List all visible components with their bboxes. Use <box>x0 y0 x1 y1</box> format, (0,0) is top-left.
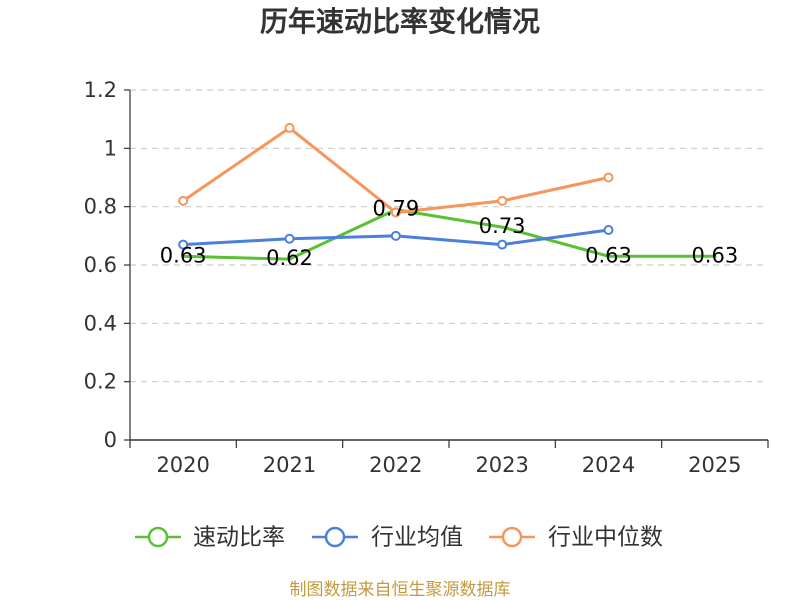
point-industry-mean-2023 <box>497 239 508 250</box>
point-industry-median-2024 <box>603 172 614 183</box>
legend-label: 速动比率 <box>193 525 285 551</box>
y-tick-label: 0.2 <box>84 370 117 394</box>
point-industry-median-2020 <box>178 195 189 206</box>
markers-layer <box>178 122 614 250</box>
x-tick-label-2020: 2020 <box>156 453 209 477</box>
y-tick-label: 1.2 <box>84 78 117 102</box>
legend-item-quick-ratio[interactable]: 速动比率 <box>135 525 285 551</box>
y-tick-label: 0.4 <box>84 311 117 335</box>
legend-circle-icon <box>324 526 346 548</box>
series-layer <box>181 126 717 261</box>
source-footer: 制图数据来自恒生聚源数据库 <box>290 580 511 600</box>
data-labels: 0.63 0.62 0.79 0.73 0.63 0.63 <box>160 197 738 271</box>
point-industry-mean-2024 <box>603 225 614 235</box>
data-label-quick-ratio-2025: 0.63 <box>691 243 738 267</box>
y-tick-label: 0.8 <box>84 195 117 219</box>
x-tick-label-2023: 2023 <box>475 453 528 477</box>
point-industry-median-2021 <box>284 122 295 133</box>
y-tick-label: 0.6 <box>84 253 117 277</box>
legend-item-industry-mean[interactable]: 行业均值 <box>312 525 463 551</box>
point-industry-mean-2022 <box>390 230 401 241</box>
point-industry-mean-2021 <box>284 233 295 244</box>
x-tick-label-2021: 2021 <box>263 453 316 477</box>
legend-circle-icon <box>147 526 169 548</box>
chart-title: 历年速动比率变化情况 <box>260 5 540 38</box>
legend: 速动比率 行业均值 行业中位数 <box>135 525 663 551</box>
data-label-quick-ratio-2022: 0.79 <box>372 197 419 221</box>
legend-item-industry-median[interactable]: 行业中位数 <box>489 525 663 551</box>
x-tick-label-2022: 2022 <box>369 453 422 477</box>
x-tick-label-2025: 2025 <box>688 453 741 477</box>
legend-circle-icon <box>501 526 523 548</box>
legend-label: 行业均值 <box>371 525 463 551</box>
gridlines <box>130 89 768 383</box>
data-label-quick-ratio-2023: 0.73 <box>479 214 526 238</box>
data-label-quick-ratio-2021: 0.62 <box>266 246 313 270</box>
series-line-quick-ratio <box>181 208 717 261</box>
point-industry-median-2023 <box>497 195 508 206</box>
point-industry-mean-2020 <box>178 239 189 250</box>
x-tick-label-2024: 2024 <box>582 453 635 477</box>
y-tick-label: 0 <box>104 428 117 452</box>
data-label-quick-ratio-2024: 0.63 <box>585 243 632 267</box>
data-label-quick-ratio-2020: 0.63 <box>160 243 207 267</box>
legend-label: 行业中位数 <box>548 525 663 551</box>
point-industry-median-2022 <box>390 207 401 218</box>
y-tick-label: 1 <box>104 136 117 160</box>
axes: 0 0.2 0.4 0.6 0.8 1 1.2 2020 2021 2022 2023 2024 202… <box>84 78 769 477</box>
